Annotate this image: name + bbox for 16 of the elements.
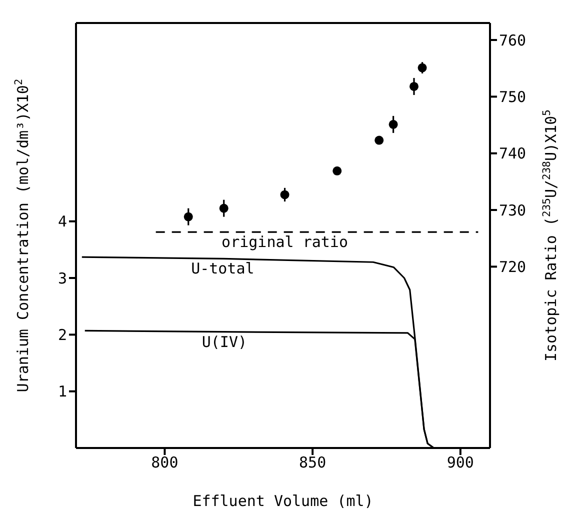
y2-tick-label: 750 [499,88,526,106]
y-tick-label: 4 [58,212,67,231]
series-label: U(IV) [202,332,248,351]
y2-tick-label: 720 [499,258,526,276]
x-tick-label: 900 [446,454,474,472]
y-tick-label: 3 [58,269,67,288]
y2-tick-label: 740 [499,144,526,163]
y2-tick-label: 760 [499,31,526,50]
x-tick-label: 800 [151,454,178,472]
y-tick-label: 1 [58,382,67,401]
x-axis-title: Effluent Volume (ml) [192,492,374,510]
x-tick-label: 850 [299,454,326,472]
y-tick-label: 2 [58,326,67,344]
y2-tick-label: 730 [499,201,526,220]
series-label: original ratio [222,233,348,252]
series-label: U-total [191,260,254,278]
